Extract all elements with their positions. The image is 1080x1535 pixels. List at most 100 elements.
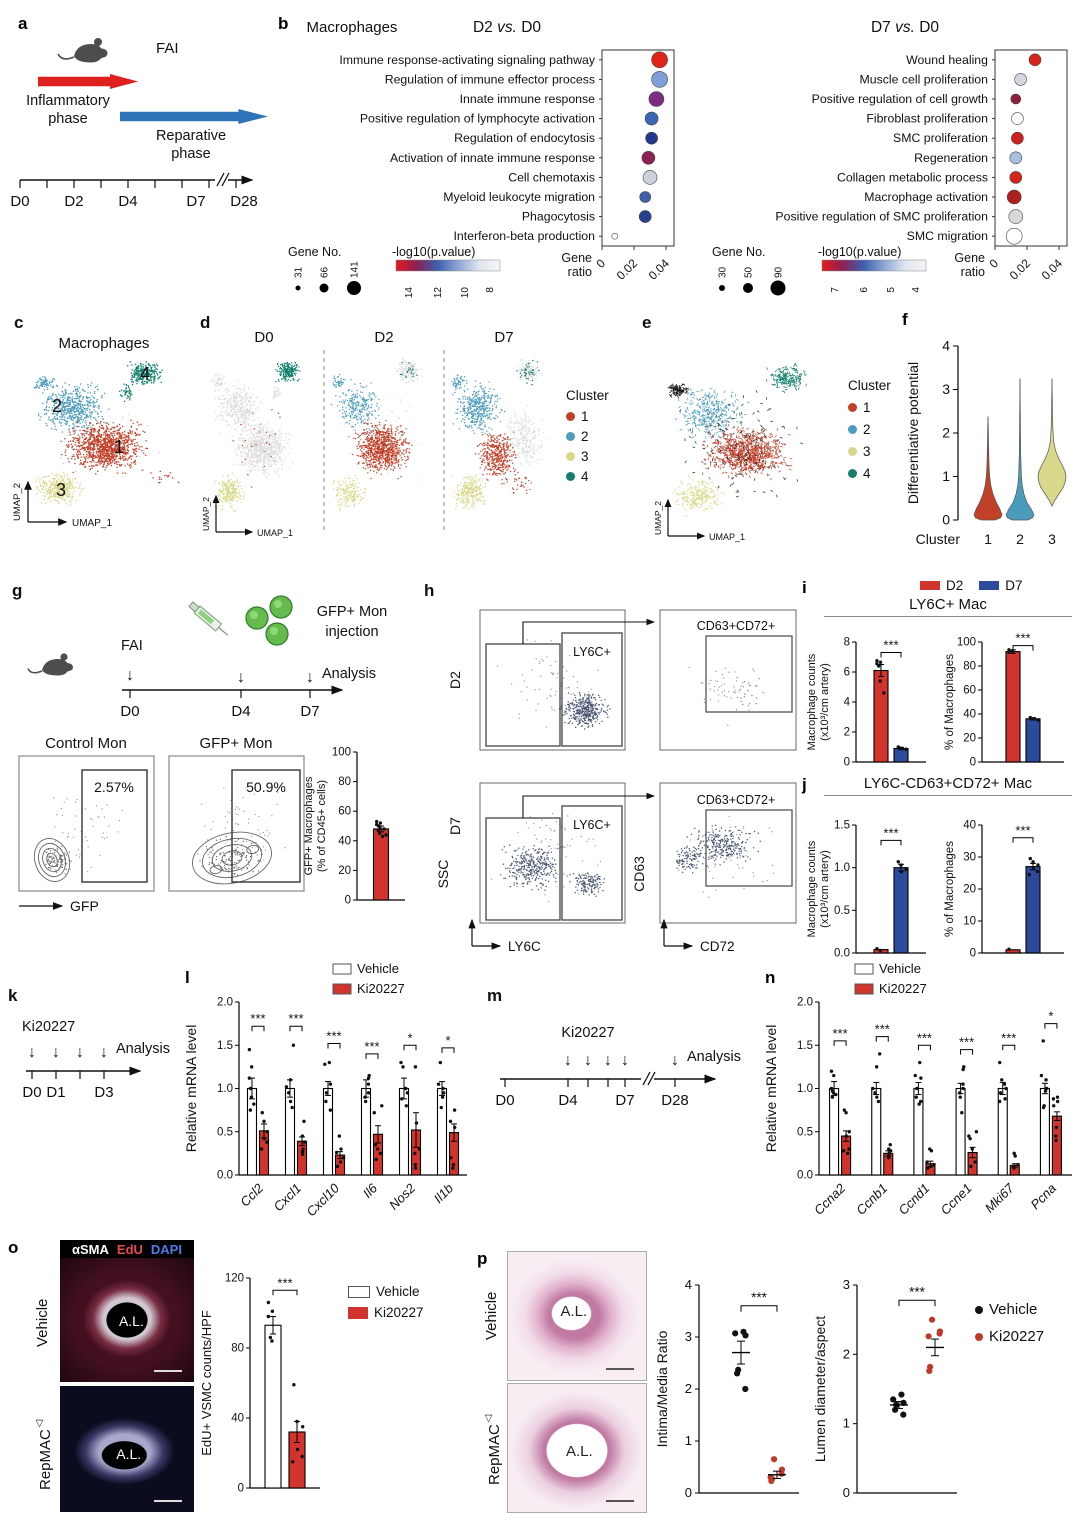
svg-text:5: 5 — [886, 287, 897, 293]
dose-arrow-icon: ↓ — [76, 1044, 84, 1061]
gate-pct-control: 2.57% — [94, 779, 134, 795]
svg-text:Innate immune response: Innate immune response — [460, 92, 596, 106]
panel-p-legend: Vehicle Ki20227 — [975, 1291, 1044, 1355]
ki20227-label: Ki20227 — [22, 1019, 75, 1035]
analysis-down-arrow-icon: ↓ — [306, 669, 314, 686]
panel-j-title: LY6C-CD63+CD72+ Mac — [824, 775, 1072, 796]
tick-d7: D7 — [186, 193, 205, 210]
umap-d2-title: D2 — [374, 329, 393, 346]
gate-ly6c-d7: LY6C+ — [573, 818, 611, 832]
svg-text:66: 66 — [320, 266, 331, 278]
svg-text:0.04: 0.04 — [646, 256, 673, 283]
svg-text:Gene No.: Gene No. — [288, 245, 342, 259]
panel-i: i D2 D7 LY6C+ Mac 0 2 4 6 8 Macrophage counts… — [800, 578, 1078, 773]
flow-d7-ssc-ly6c-dots — [490, 812, 605, 903]
svg-text:Regulation of immune effector: Regulation of immune effector process — [385, 72, 595, 86]
cluster-2-dot — [848, 425, 857, 434]
svg-text:Activation of innate immune re: Activation of innate immune response — [390, 151, 595, 165]
svg-text:Gene: Gene — [954, 251, 985, 265]
tick-d7: D7 — [615, 1092, 634, 1109]
ki20227-dot — [975, 1332, 983, 1341]
d2-swatch — [920, 581, 940, 590]
svg-text:D2 vs. D0: D2 vs. D0 — [473, 19, 541, 36]
cluster-2-dot — [566, 432, 575, 441]
svg-text:Positive regulation of SMC pro: Positive regulation of SMC proliferation — [775, 210, 988, 224]
svg-text:Muscle cell proliferation: Muscle cell proliferation — [860, 72, 989, 86]
cluster-3-dot — [848, 447, 857, 456]
vehicle-row-label: Vehicle — [34, 1298, 51, 1348]
cluster-1-dot — [566, 412, 575, 421]
panel-h-letter: h — [424, 581, 434, 600]
flow-d2-ssc-ly6c-dots — [496, 639, 611, 730]
ly6c-axis-label: LY6C — [508, 939, 541, 954]
analysis-arrow-icon: ↓ — [100, 1044, 108, 1061]
cluster-1-number: 1 — [114, 437, 124, 457]
panel-o-legend: Vehicle Ki20227 — [348, 1278, 424, 1326]
reparative-arrow — [120, 109, 268, 124]
repmac-fluorescence-image: A.L. — [60, 1386, 194, 1512]
panel-j-letter: j — [802, 775, 807, 794]
panel-k-letter: k — [8, 986, 18, 1005]
svg-text:0: 0 — [593, 256, 608, 271]
scale-bar — [154, 1370, 182, 1372]
stain-header: αSMA EdU DAPI — [60, 1240, 194, 1258]
svg-text:Cell chemotaxis: Cell chemotaxis — [508, 170, 595, 184]
svg-text:Phagocytosis: Phagocytosis — [522, 210, 595, 224]
dose-arrow-icon: ↓ — [28, 1044, 36, 1061]
umap1-axis-label: UMAP_1 — [709, 532, 745, 542]
tick-d3: D3 — [94, 1084, 113, 1101]
vehicle-row-label: Vehicle — [483, 1291, 500, 1341]
panel-i-legend: D2 D7 — [920, 578, 1023, 593]
panel-m-letter: m — [487, 986, 502, 1005]
gate-pct-gfp: 50.9% — [246, 779, 286, 795]
scale-bar — [606, 1368, 634, 1370]
cluster-3-dot — [566, 452, 575, 461]
row-label-d7: D7 — [447, 817, 463, 835]
svg-text:Gene No.: Gene No. — [712, 245, 766, 259]
svg-text:31: 31 — [294, 266, 305, 278]
row-label-d2: D2 — [447, 671, 463, 689]
repmac-row-label: RepMAC△ — [483, 1413, 503, 1485]
umap2-axis-label: UMAP_2 — [12, 483, 23, 521]
flow-control-contours — [33, 838, 71, 882]
injection-label-1: GFP+ Mon — [317, 604, 388, 620]
repmac-he-image: A.L. — [507, 1383, 647, 1513]
svg-text:50: 50 — [744, 266, 755, 278]
flow-d2-cd63-cd72-dots — [688, 666, 765, 726]
panel-j: j LY6C-CD63+CD72+ Mac 0.0 0.5 1.0 1.5 Macrop… — [800, 775, 1078, 965]
svg-text:Regulation of endocytosis: Regulation of endocytosis — [454, 131, 595, 145]
tick-d7: D7 — [300, 703, 319, 720]
tick-d4: D4 — [558, 1092, 577, 1109]
syringe-icon — [188, 601, 229, 636]
panel-g-schematic-and-flow: g FAI ↓ GFP+ Mon injection ↓ — [12, 581, 388, 914]
umap2-axis-label: UMAP_2 — [653, 501, 663, 535]
dapi-chip: DAPI — [150, 1241, 182, 1257]
panel-a-label: a — [18, 14, 28, 33]
svg-text:90: 90 — [774, 266, 785, 278]
tick-d0: D0 — [120, 703, 139, 720]
svg-text:Fibroblast proliferation: Fibroblast proliferation — [866, 112, 988, 126]
cluster-2-number: 2 — [52, 396, 62, 416]
svg-text:6: 6 — [859, 287, 870, 293]
svg-text:SMC proliferation: SMC proliferation — [893, 131, 988, 145]
panel-k-schematic: k Ki20227 ↓ ↓ ↓ ↓ Analysis D0 D1 D3 — [8, 986, 170, 1101]
tick-d0: D0 — [495, 1092, 514, 1109]
analysis-arrow-icon: ↓ — [671, 1052, 679, 1069]
injection-down-arrow-icon: ↓ — [237, 669, 245, 686]
panel-d-cluster-legend: Cluster 1 2 3 4 — [566, 388, 609, 484]
cluster-4-number: 4 — [140, 364, 150, 384]
tick-d1: D1 — [46, 1084, 65, 1101]
umap-d0-scatter — [210, 361, 301, 512]
gate-cd63cd72-d7: CD63+CD72+ — [697, 793, 776, 807]
dose-arrow-icon: ↓ — [584, 1052, 592, 1069]
vehicle-dot — [975, 1305, 983, 1314]
panel-b-label: b — [278, 14, 289, 33]
cluster-4-dot — [848, 469, 857, 478]
